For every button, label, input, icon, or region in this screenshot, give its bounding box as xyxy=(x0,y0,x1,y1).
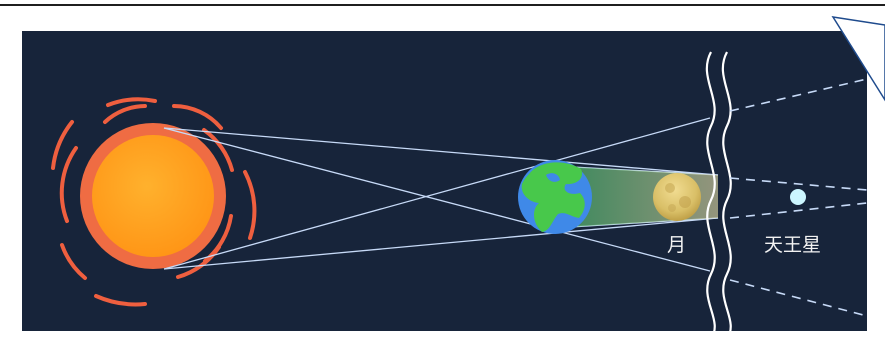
sun-icon xyxy=(51,97,257,307)
callout-pointer-icon xyxy=(831,16,885,102)
upper-outer-ray xyxy=(163,127,719,176)
crossing-ray-up xyxy=(163,117,711,270)
earth-lake xyxy=(546,173,560,182)
extended-rays xyxy=(729,78,868,317)
extended-ray-mid-upper xyxy=(729,177,868,191)
sun-core xyxy=(92,135,214,257)
earth-icon xyxy=(518,160,592,234)
moon-label: 月 xyxy=(667,234,687,256)
moon-body xyxy=(653,173,701,221)
uranus-icon xyxy=(790,189,806,205)
earth-land xyxy=(521,162,585,232)
sun-ray-arcs xyxy=(51,97,257,307)
lower-outer-ray xyxy=(163,217,719,270)
top-border-line xyxy=(0,4,885,6)
extended-ray-upper xyxy=(729,78,868,112)
extended-ray-mid-lower xyxy=(729,202,868,219)
crossing-ray-down xyxy=(163,127,711,272)
space-break-lines xyxy=(705,51,732,340)
moon-icon xyxy=(653,173,701,221)
uranus-label: 天王星 xyxy=(764,234,822,256)
extended-ray-lower xyxy=(729,279,868,317)
